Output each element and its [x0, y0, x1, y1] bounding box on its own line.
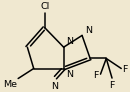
Text: N: N: [67, 70, 74, 79]
Text: N: N: [67, 37, 74, 46]
Text: F: F: [93, 71, 99, 79]
Text: F: F: [122, 65, 128, 74]
Text: N: N: [85, 26, 92, 35]
Text: N: N: [51, 82, 58, 91]
Text: Cl: Cl: [40, 2, 49, 11]
Text: Me: Me: [3, 80, 17, 89]
Text: F: F: [109, 81, 115, 90]
